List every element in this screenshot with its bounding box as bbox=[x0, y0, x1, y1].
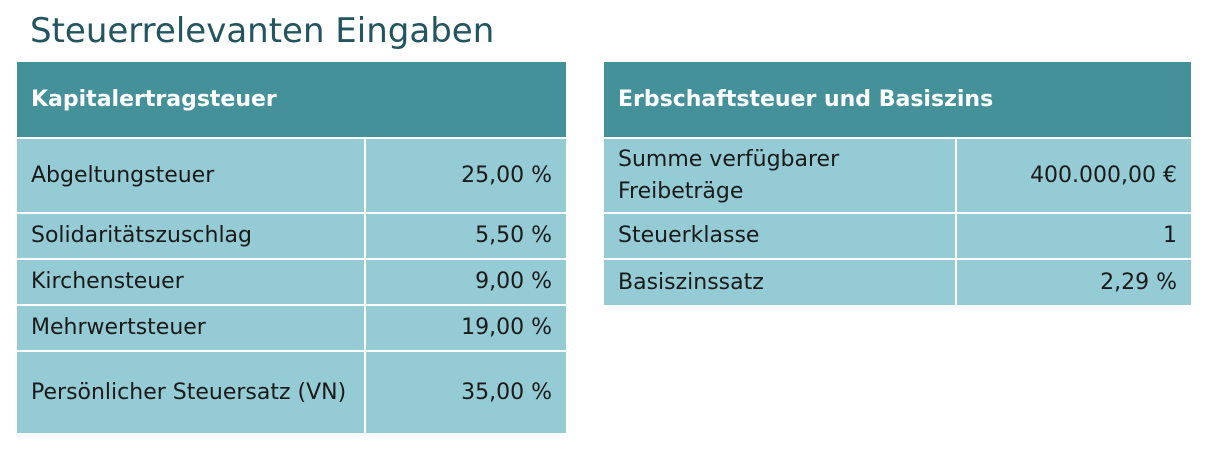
table-row: Persönlicher Steuersatz (VN) 35,00 % bbox=[17, 351, 566, 433]
table-row: Summe verfügbarer Freibeträge 400.000,00… bbox=[604, 138, 1192, 214]
row-value: 2,29 % bbox=[954, 259, 1192, 305]
table-row: Solidaritätszuschlag 5,50 % bbox=[17, 213, 566, 260]
erbschaftsteuer-table: Erbschaftsteuer und Basiszins Summe verf… bbox=[604, 62, 1192, 305]
row-value: 9,00 % bbox=[364, 259, 566, 306]
row-value: 19,00 % bbox=[364, 305, 566, 352]
table-row: Steuerklasse 1 bbox=[604, 213, 1192, 260]
table-row: Kirchensteuer 9,00 % bbox=[17, 259, 566, 306]
table-row: Abgeltungsteuer 25,00 % bbox=[17, 138, 566, 214]
row-label: Summe verfügbarer Freibeträge bbox=[604, 138, 956, 214]
row-value: 25,00 % bbox=[364, 138, 566, 214]
row-label: Kirchensteuer bbox=[17, 259, 365, 306]
table-row: Mehrwertsteuer 19,00 % bbox=[17, 305, 566, 352]
row-value: 35,00 % bbox=[364, 351, 566, 433]
row-label: Steuerklasse bbox=[604, 213, 956, 260]
kapitalertragsteuer-table: Kapitalertragsteuer Abgeltungsteuer 25,0… bbox=[17, 62, 566, 433]
page-title: Steuerrelevanten Eingaben bbox=[30, 11, 495, 51]
row-label: Abgeltungsteuer bbox=[17, 138, 365, 214]
table-heading: Kapitalertragsteuer bbox=[17, 62, 566, 139]
row-label: Persönlicher Steuersatz (VN) bbox=[17, 351, 365, 433]
table-header-row: Kapitalertragsteuer bbox=[17, 62, 566, 139]
table-row: Basiszinssatz 2,29 % bbox=[604, 259, 1192, 305]
row-value: 400.000,00 € bbox=[954, 138, 1192, 214]
row-label: Solidaritätszuschlag bbox=[17, 213, 365, 260]
table-header-row: Erbschaftsteuer und Basiszins bbox=[604, 62, 1192, 139]
table-heading: Erbschaftsteuer und Basiszins bbox=[604, 62, 1192, 139]
row-label: Basiszinssatz bbox=[604, 259, 956, 305]
row-value: 5,50 % bbox=[364, 213, 566, 260]
row-value: 1 bbox=[954, 213, 1192, 260]
row-label: Mehrwertsteuer bbox=[17, 305, 365, 352]
